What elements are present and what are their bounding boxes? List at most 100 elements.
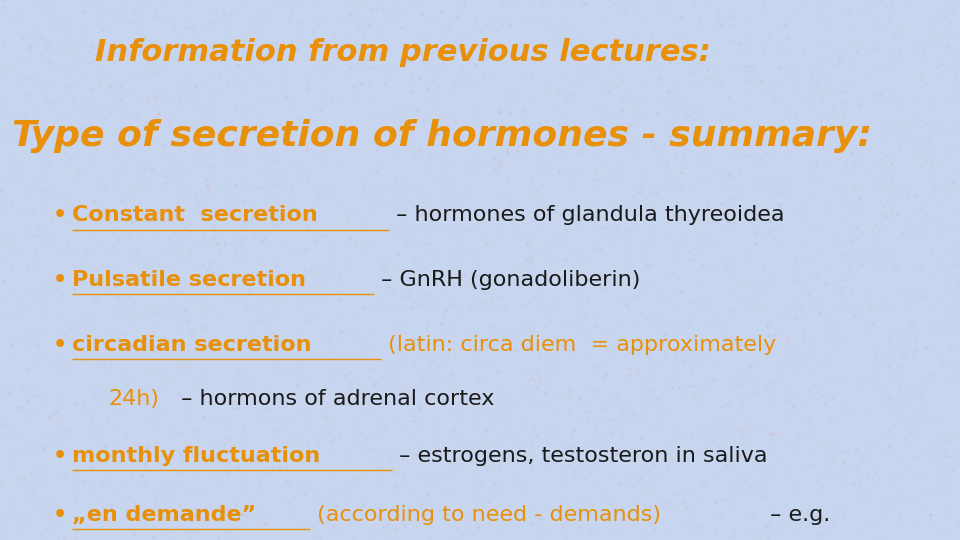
Point	[228, 404, 244, 413]
Point	[355, 50, 371, 58]
Point	[137, 167, 153, 176]
Point	[748, 389, 763, 398]
Point	[796, 46, 811, 55]
Point	[541, 329, 557, 338]
Point	[681, 484, 696, 493]
Point	[417, 264, 432, 273]
Point	[527, 451, 542, 460]
Point	[949, 364, 960, 373]
Point	[650, 0, 665, 4]
Point	[621, 271, 636, 280]
Point	[713, 251, 729, 259]
Point	[745, 305, 760, 313]
Point	[650, 109, 665, 118]
Point	[490, 429, 505, 438]
Point	[500, 435, 516, 443]
Point	[523, 173, 539, 182]
Point	[109, 130, 125, 138]
Point	[12, 415, 27, 424]
Point	[258, 519, 274, 528]
Point	[599, 284, 614, 292]
Point	[712, 82, 728, 91]
Point	[159, 343, 175, 352]
Point	[58, 110, 73, 119]
Point	[916, 472, 931, 481]
Point	[467, 453, 482, 462]
Point	[746, 517, 761, 525]
Point	[134, 471, 150, 480]
Point	[41, 150, 57, 158]
Point	[229, 364, 245, 373]
Point	[33, 81, 48, 90]
Point	[895, 26, 910, 35]
Point	[83, 58, 98, 67]
Point	[757, 89, 773, 97]
Point	[315, 278, 330, 287]
Point	[640, 279, 656, 287]
Point	[251, 415, 266, 423]
Point	[107, 364, 122, 373]
Point	[148, 309, 163, 318]
Point	[290, 380, 305, 389]
Point	[369, 187, 384, 195]
Point	[466, 261, 481, 269]
Point	[920, 140, 935, 149]
Point	[601, 235, 616, 244]
Point	[401, 104, 417, 112]
Point	[61, 240, 77, 249]
Point	[551, 167, 566, 176]
Point	[21, 365, 36, 374]
Point	[839, 400, 854, 409]
Point	[303, 285, 319, 294]
Point	[103, 396, 118, 405]
Point	[506, 504, 521, 512]
Point	[241, 380, 256, 388]
Point	[349, 5, 365, 14]
Point	[285, 10, 300, 19]
Point	[870, 45, 885, 53]
Point	[732, 429, 747, 437]
Point	[945, 61, 960, 70]
Point	[189, 427, 204, 436]
Point	[567, 66, 583, 75]
Point	[345, 326, 360, 334]
Point	[310, 513, 325, 522]
Point	[156, 530, 171, 539]
Point	[31, 532, 46, 540]
Point	[169, 355, 184, 364]
Point	[891, 376, 906, 385]
Point	[513, 210, 528, 219]
Point	[104, 362, 119, 371]
Point	[98, 363, 113, 372]
Point	[436, 356, 451, 365]
Point	[772, 63, 787, 72]
Point	[875, 156, 890, 164]
Point	[439, 432, 454, 441]
Point	[69, 535, 84, 540]
Point	[910, 518, 925, 526]
Point	[744, 483, 759, 491]
Point	[903, 292, 919, 301]
Point	[561, 462, 576, 470]
Point	[274, 299, 289, 307]
Point	[19, 265, 35, 273]
Point	[778, 21, 793, 30]
Point	[308, 487, 324, 496]
Point	[198, 208, 213, 217]
Point	[160, 277, 176, 286]
Point	[247, 213, 262, 221]
Point	[51, 213, 66, 221]
Point	[164, 214, 180, 223]
Point	[137, 180, 153, 188]
Point	[470, 401, 486, 409]
Point	[639, 312, 655, 321]
Point	[406, 202, 421, 211]
Point	[780, 350, 795, 359]
Point	[786, 401, 802, 409]
Point	[651, 395, 666, 403]
Point	[951, 448, 960, 456]
Point	[397, 44, 413, 53]
Point	[563, 286, 578, 294]
Point	[390, 418, 405, 427]
Point	[516, 424, 531, 433]
